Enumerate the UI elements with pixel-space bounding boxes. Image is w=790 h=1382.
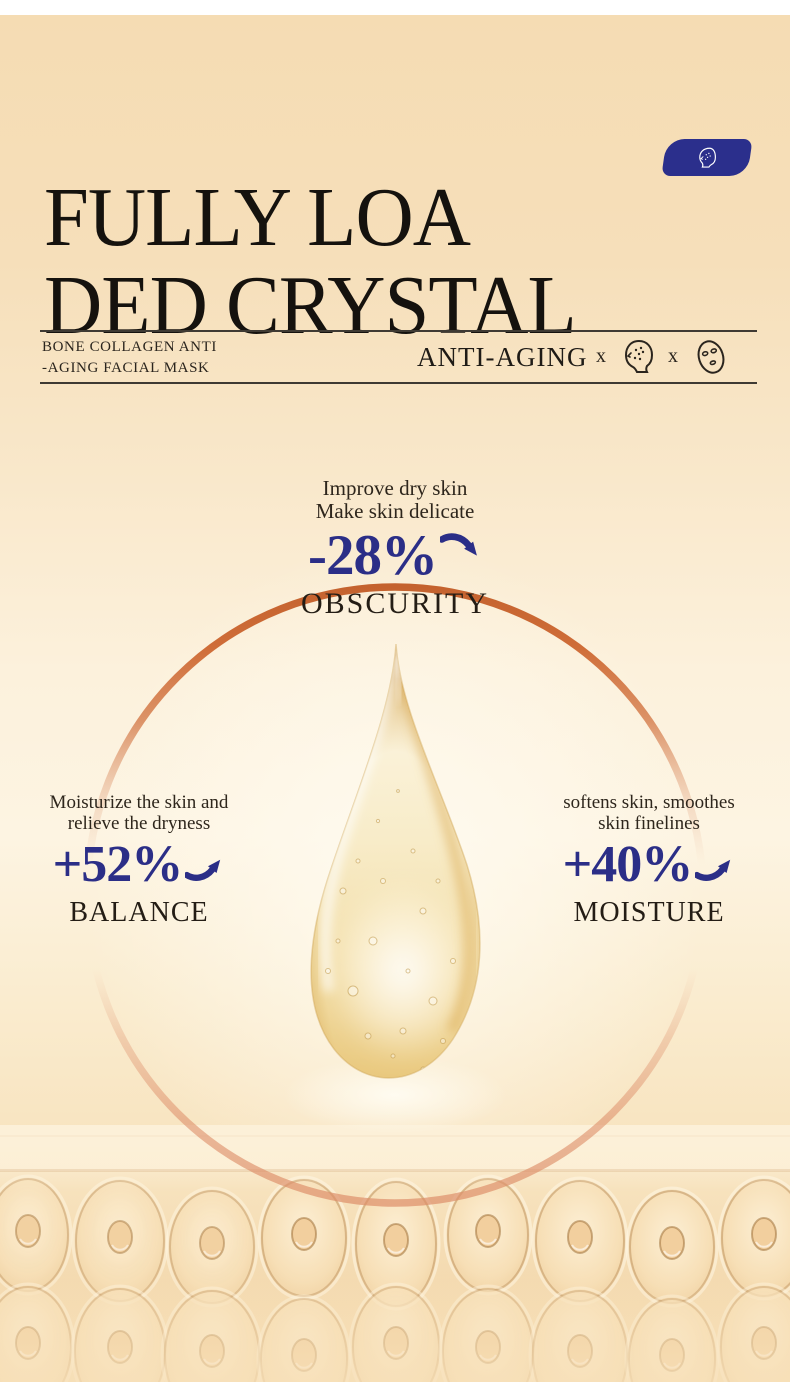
stat-row: -28% (0, 527, 790, 584)
product-line-2: -AGING FACIAL MASK (42, 360, 210, 376)
page-title: FULLY LOA DED CRYSTAL (44, 171, 577, 352)
title-line-1: FULLY LOA (44, 171, 471, 265)
stat-value: +40% (562, 835, 694, 893)
callout-desc: Improve dry skin Make skin delicate (0, 476, 790, 524)
stat-row: +40% (508, 835, 790, 893)
trend-up-arrow-icon (695, 859, 731, 881)
face-mask-icon (697, 340, 725, 374)
desc-line: skin finelines (598, 812, 700, 834)
divider-top (40, 330, 757, 332)
stat-value: +52% (52, 835, 184, 893)
droplet-image (310, 643, 481, 1079)
top-white-bar (0, 0, 790, 15)
stat-label: OBSCURITY (300, 587, 490, 621)
multiply-sign-1: x (596, 345, 606, 367)
collab-row: x x (596, 333, 756, 381)
trend-down-arrow-icon (439, 533, 477, 556)
desc-line: relieve the dryness (67, 812, 211, 834)
face-profile-icon (624, 339, 654, 373)
callout-obscurity: Improve dry skin Make skin delicate -28%… (0, 476, 790, 621)
divider-bottom (40, 382, 757, 384)
desc-line: Make skin delicate (315, 499, 475, 524)
stat-row: +52% (0, 835, 278, 893)
stat-value: -28% (308, 524, 438, 588)
title-line-2: DED CRYSTAL (44, 258, 577, 352)
desc-line: Improve dry skin (322, 476, 468, 500)
skin-fade-overlay (0, 1125, 790, 1382)
callout-balance: Moisturize the skin and relieve the dryn… (0, 792, 278, 929)
skin-cells-illustration (0, 1125, 790, 1382)
category-label: ANTI-AGING (417, 342, 588, 372)
callout-desc: softens skin, smoothes skin finelines (508, 792, 790, 835)
callout-moisture: softens skin, smoothes skin finelines +4… (508, 792, 790, 929)
desc-line: Moisturize the skin and (49, 792, 229, 813)
stat-label: BALANCE (69, 896, 209, 928)
trend-up-arrow-icon (185, 859, 221, 881)
stat-label: MOISTURE (573, 896, 725, 928)
face-scan-icon (699, 147, 717, 168)
callout-desc: Moisturize the skin and relieve the dryn… (0, 792, 278, 835)
face-scan-badge (661, 139, 753, 176)
multiply-sign-2: x (668, 345, 678, 367)
product-line-1: BONE COLLAGEN ANTI (42, 339, 217, 355)
desc-line: softens skin, smoothes (563, 792, 735, 813)
product-name: BONE COLLAGEN ANTI -AGING FACIAL MASK (42, 337, 217, 379)
